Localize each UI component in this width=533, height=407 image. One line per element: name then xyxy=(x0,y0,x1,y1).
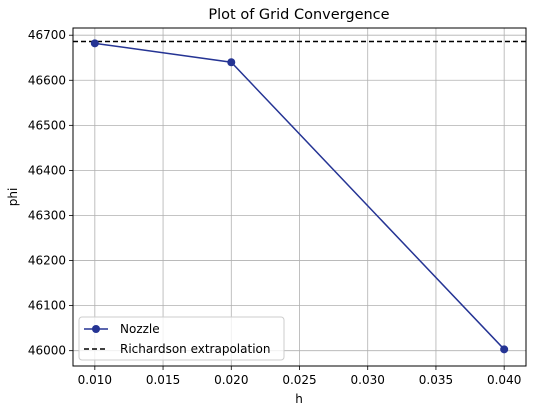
x-tick-label: 0.040 xyxy=(487,373,521,387)
y-tick-label: 46300 xyxy=(28,208,66,222)
x-tick-label: 0.025 xyxy=(282,373,316,387)
nozzle-data-point xyxy=(500,345,509,354)
y-axis-label: phi xyxy=(6,188,20,207)
x-axis-label: h xyxy=(295,392,303,406)
grid-lines xyxy=(73,28,526,366)
x-tick-label: 0.015 xyxy=(146,373,180,387)
y-tick-label: 46100 xyxy=(28,299,66,313)
legend-richardson-label: Richardson extrapolation xyxy=(120,342,270,356)
y-tick-label: 46200 xyxy=(28,254,66,268)
nozzle-data-point xyxy=(227,58,236,67)
x-tick-label: 0.020 xyxy=(214,373,248,387)
legend: Nozzle Richardson extrapolation xyxy=(78,316,285,361)
x-tick-label: 0.035 xyxy=(419,373,453,387)
series-layer xyxy=(73,39,526,354)
y-tick-label: 46500 xyxy=(28,118,66,132)
chart-title: Plot of Grid Convergence xyxy=(208,7,389,23)
y-tick-label: 46400 xyxy=(28,163,66,177)
y-tick-label: 46000 xyxy=(28,344,66,358)
legend-nozzle-marker xyxy=(92,325,100,333)
x-tick-label: 0.030 xyxy=(351,373,385,387)
y-tick-label: 46600 xyxy=(28,73,66,87)
nozzle-data-point xyxy=(90,39,99,48)
x-axis: 0.010 0.015 0.020 0.025 0.030 0.035 0.040 xyxy=(78,366,521,387)
legend-box xyxy=(78,316,285,361)
y-axis: 46000 46100 46200 46300 46400 46500 46600 46700 xyxy=(28,28,73,358)
legend-nozzle-label: Nozzle xyxy=(120,322,160,336)
x-tick-label: 0.010 xyxy=(78,373,112,387)
y-tick-label: 46700 xyxy=(28,28,66,42)
